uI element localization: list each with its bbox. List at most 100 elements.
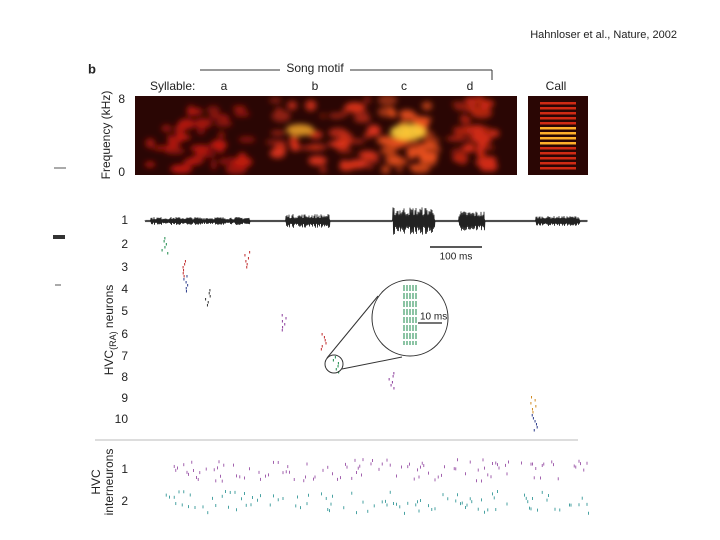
energy xyxy=(328,127,348,138)
energy xyxy=(454,106,467,111)
panel-label: b xyxy=(88,61,96,76)
energy xyxy=(232,106,247,111)
energy xyxy=(407,149,417,160)
interneuron-axis-label: interneurons xyxy=(102,449,116,516)
syllable: d xyxy=(467,79,474,93)
ra-label: HVC xyxy=(102,350,116,376)
harmonic xyxy=(540,157,576,160)
citation: Hahnloser et al., Nature, 2002 xyxy=(530,29,677,41)
scale-bar-label: 100 ms xyxy=(440,252,473,263)
energy xyxy=(208,113,229,120)
waveform-trace xyxy=(144,207,588,235)
energy xyxy=(178,118,195,130)
interneuron-raster xyxy=(165,458,589,515)
harmonic xyxy=(540,117,576,120)
inset-spikes xyxy=(403,285,417,345)
energy xyxy=(380,164,391,175)
harmonic xyxy=(540,137,576,140)
motif-bracket xyxy=(200,69,493,80)
energy xyxy=(462,125,472,130)
energy xyxy=(410,163,431,174)
call-energy xyxy=(540,102,576,170)
energy xyxy=(421,101,433,111)
energy xyxy=(206,105,220,115)
energy xyxy=(470,107,493,119)
energy xyxy=(214,119,233,128)
row-label: 9 xyxy=(121,391,128,405)
energy xyxy=(210,158,217,171)
ra-axis-label: HVC(RA) neurons xyxy=(102,285,118,376)
energy xyxy=(451,101,466,107)
energy xyxy=(167,143,181,149)
energy xyxy=(347,138,366,144)
energy xyxy=(388,140,404,148)
energy xyxy=(225,156,234,167)
row-label: 10 xyxy=(115,412,129,426)
row-label: 5 xyxy=(121,304,128,318)
energy xyxy=(175,133,185,143)
harmonic xyxy=(540,142,576,145)
row-label: 3 xyxy=(121,260,128,274)
energy-peak xyxy=(390,124,426,140)
song-motif: Song motif xyxy=(286,61,344,75)
energy xyxy=(233,111,250,117)
energy xyxy=(464,142,475,149)
energy xyxy=(380,147,397,155)
energy xyxy=(464,97,477,105)
row-label: 2 xyxy=(121,237,128,251)
energy xyxy=(384,153,402,165)
energy xyxy=(167,134,175,145)
row-label: 2 xyxy=(121,494,128,508)
energy xyxy=(366,124,381,137)
energy xyxy=(481,99,495,108)
call-label: Call xyxy=(546,79,567,93)
syllable-label: Syllable: xyxy=(150,79,195,93)
energy xyxy=(345,103,366,112)
row-label: 6 xyxy=(121,327,128,341)
harmonic xyxy=(540,107,576,110)
energy xyxy=(144,161,156,168)
energy xyxy=(327,141,347,148)
syllable: a xyxy=(221,79,228,93)
frequency-tick: 8 xyxy=(118,92,125,106)
energy xyxy=(308,155,327,166)
energy xyxy=(445,136,467,141)
energy xyxy=(269,98,282,103)
energy xyxy=(459,114,468,125)
energy xyxy=(194,147,207,159)
energy xyxy=(186,107,203,116)
energy xyxy=(353,115,371,123)
energy xyxy=(339,162,354,172)
energy xyxy=(423,137,440,143)
ra-raster xyxy=(161,237,538,432)
energy xyxy=(387,106,395,115)
frequency-axis-label: Frequency (kHz) xyxy=(99,91,113,180)
energy xyxy=(211,139,227,151)
harmonic xyxy=(540,162,576,165)
energy xyxy=(471,132,492,145)
frequency-tick: 0 xyxy=(118,165,125,179)
energy xyxy=(183,158,198,166)
harmonic xyxy=(540,167,576,170)
energy xyxy=(363,96,372,104)
energy xyxy=(305,100,317,112)
energy xyxy=(377,96,398,106)
row-label: 4 xyxy=(121,282,128,296)
energy xyxy=(319,165,327,174)
energy xyxy=(451,147,464,158)
energy xyxy=(396,167,403,173)
interneuron-axis-label: HVC xyxy=(89,469,103,495)
energy xyxy=(402,138,420,148)
energy xyxy=(417,142,439,149)
inset xyxy=(324,279,449,374)
energy xyxy=(286,100,298,111)
energy xyxy=(337,148,354,154)
energy xyxy=(399,109,415,119)
row-label: 1 xyxy=(121,462,128,476)
row-label: 7 xyxy=(121,349,128,363)
energy-peak xyxy=(286,124,314,136)
harmonic xyxy=(540,122,576,125)
energy xyxy=(219,158,227,165)
energy xyxy=(170,164,193,174)
energy xyxy=(270,130,286,136)
